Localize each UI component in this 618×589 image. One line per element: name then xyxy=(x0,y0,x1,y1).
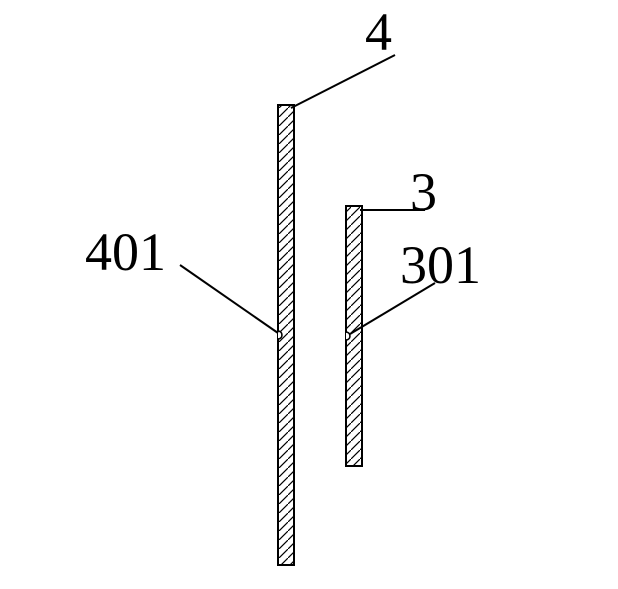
label-3: 3 xyxy=(410,162,437,222)
leader-line-401 xyxy=(180,265,278,333)
leader-line-4 xyxy=(291,55,395,108)
label-4: 4 xyxy=(365,2,392,62)
label-301: 301 xyxy=(400,235,481,295)
technical-diagram: 4 401 3 301 xyxy=(0,0,618,589)
bar-right xyxy=(342,206,362,466)
label-401: 401 xyxy=(85,222,166,282)
bar-left xyxy=(274,105,294,565)
